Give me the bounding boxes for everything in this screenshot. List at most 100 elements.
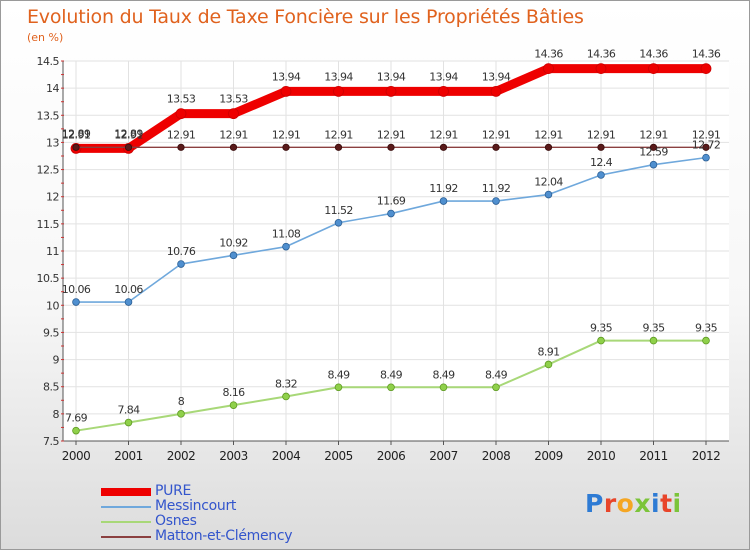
data-point — [72, 298, 80, 306]
x-tick-label: 2011 — [639, 449, 668, 463]
data-point — [490, 86, 502, 97]
y-tick-label: 8 — [53, 408, 60, 421]
data-point — [597, 336, 605, 345]
data-point — [387, 383, 395, 392]
x-tick-label: 2007 — [429, 449, 458, 463]
logo-letter: P — [585, 489, 604, 518]
data-point — [177, 143, 185, 151]
data-point — [282, 242, 290, 251]
data-label: 8.91 — [537, 345, 559, 358]
data-point — [124, 418, 133, 427]
data-point — [544, 190, 553, 199]
y-unit-label: (en %) — [27, 31, 64, 44]
data-point — [124, 143, 133, 151]
data-point — [282, 392, 290, 401]
data-point — [72, 143, 80, 151]
series-osnes — [72, 336, 710, 435]
x-tick-label: 2000 — [62, 449, 91, 463]
chart-title: Evolution du Taux de Taxe Foncière sur l… — [27, 6, 584, 28]
data-label: 13.53 — [167, 93, 196, 106]
data-label: 12.91 — [324, 128, 353, 141]
data-label: 12.91 — [377, 128, 406, 141]
data-label: 11.52 — [324, 204, 353, 217]
data-point — [177, 410, 185, 418]
data-label: 7.69 — [65, 412, 88, 425]
data-point — [280, 86, 292, 97]
data-point — [543, 63, 554, 74]
x-tick-label: 2002 — [167, 449, 196, 463]
data-point — [438, 86, 449, 97]
data-point — [597, 171, 605, 179]
data-label: 12.89 — [62, 127, 91, 140]
data-point — [385, 86, 397, 97]
data-label: 12.91 — [482, 128, 511, 141]
data-label: 10.92 — [219, 236, 248, 249]
y-tick-label: 9 — [53, 354, 60, 367]
data-label: 12.91 — [62, 128, 91, 141]
y-tick-label: 12.5 — [37, 164, 60, 177]
data-point — [492, 143, 500, 151]
data-label: 11.92 — [429, 182, 458, 195]
x-tick-label: 2004 — [272, 449, 301, 463]
x-tick-label: 2006 — [377, 449, 406, 463]
data-point — [492, 197, 500, 205]
data-label: 7.84 — [117, 404, 140, 417]
y-tick-label: 8.5 — [43, 381, 59, 394]
data-point — [544, 360, 553, 369]
y-tick-label: 9.5 — [43, 326, 59, 339]
y-tick-label: 14.5 — [37, 55, 60, 68]
data-point — [177, 260, 185, 268]
proxiti-logo: Proxiti — [585, 489, 682, 518]
data-point — [387, 209, 395, 218]
data-label: 11.69 — [377, 195, 406, 208]
x-tick-label: 2001 — [114, 449, 143, 463]
data-label: 8.16 — [222, 386, 245, 399]
line-chart: 7.5 8 8.5 9 9.5 10 10.5 11 11.5 12 12.5 13 13.5 14 14.… — [37, 48, 729, 463]
legend-label-osnes: Osnes — [155, 513, 197, 529]
logo-letter: i — [672, 489, 682, 518]
data-point — [229, 401, 238, 409]
logo-letter: i — [651, 489, 661, 518]
data-point — [334, 218, 343, 227]
data-point — [702, 153, 710, 162]
y-tick-label: 13.5 — [37, 109, 60, 122]
legend-swatch-osnes — [101, 521, 151, 523]
data-point — [282, 143, 290, 151]
data-label: 8.49 — [432, 368, 455, 381]
data-point — [649, 143, 658, 151]
data-label: 12.72 — [692, 139, 721, 152]
data-label: 13.53 — [219, 93, 248, 106]
data-label: 12.91 — [272, 128, 301, 141]
data-label: 12.04 — [534, 176, 563, 189]
legend-swatch-messincourt — [101, 506, 151, 508]
data-label: 12.4 — [590, 156, 613, 169]
data-label: 8.32 — [275, 377, 297, 390]
data-point — [702, 143, 710, 151]
y-tick-label: 10.5 — [37, 272, 60, 285]
y-tick-label: 10 — [46, 299, 59, 312]
data-point — [333, 86, 344, 97]
data-point — [700, 63, 712, 74]
x-tick-label: 2008 — [482, 449, 511, 463]
x-tick-label: 2003 — [219, 449, 248, 463]
data-label: 12.91 — [167, 128, 196, 141]
y-tick-label: 7.5 — [43, 435, 59, 448]
data-label: 10.06 — [62, 283, 91, 296]
data-point — [597, 143, 605, 151]
data-label: 12.89 — [114, 127, 143, 140]
data-label: 12.91 — [114, 128, 143, 141]
y-tick-label: 12 — [46, 191, 59, 204]
logo-letter: r — [603, 489, 617, 518]
data-point — [228, 108, 239, 120]
data-label: 8.49 — [485, 368, 508, 381]
data-label: 12.91 — [587, 128, 616, 141]
data-label: 14.36 — [639, 48, 668, 61]
legend-label-pure: PURE — [155, 483, 192, 499]
legend-label-matton: Matton-et-Clémency — [155, 528, 293, 544]
data-point — [595, 63, 607, 74]
data-label: 13.94 — [377, 70, 406, 83]
data-label: 10.06 — [114, 283, 143, 296]
data-point — [648, 63, 659, 74]
data-point — [544, 143, 553, 151]
